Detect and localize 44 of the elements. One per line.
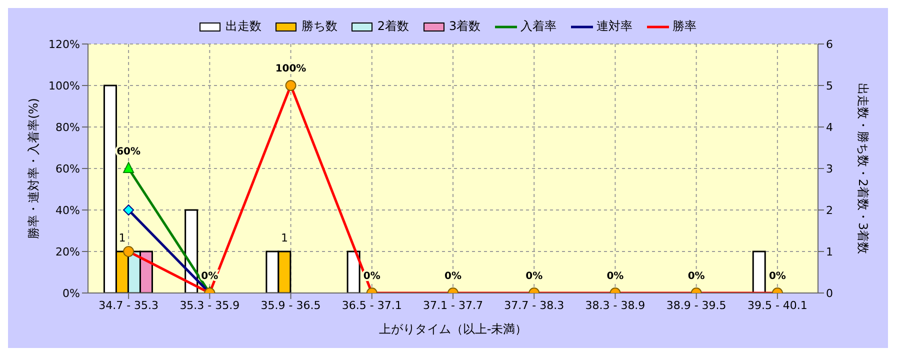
y-tick-label: 80% [56, 120, 80, 134]
y-tick-label: 60% [56, 162, 80, 176]
x-tick-label: 38.9 - 39.5 [666, 298, 726, 312]
legend-label: 3着数 [449, 18, 481, 35]
y2-tick-label: 6 [826, 38, 833, 51]
bar [752, 250, 766, 293]
y-tick-label: 100% [48, 79, 80, 92]
data-label: 100% [275, 64, 306, 74]
x-tick-label: 37.7 - 38.3 [504, 298, 564, 312]
y2-tick-label: 3 [826, 162, 833, 176]
legend-label: 勝ち数 [301, 18, 338, 35]
y2-tick-label: 1 [826, 245, 833, 258]
x-axis-title: 上がりタイム（以上-未満） [378, 322, 528, 336]
legend-label: 2着数 [377, 18, 409, 35]
data-label: 60% [116, 146, 141, 158]
data-label: 0% [526, 271, 543, 282]
y2-tick-label: 5 [826, 79, 833, 92]
legend-label: 出走数 [225, 18, 262, 35]
legend-label: 入着率 [520, 18, 557, 35]
bar [346, 250, 360, 293]
x-tick-label: 35.3 - 35.9 [180, 298, 240, 312]
data-label: 1 [118, 232, 126, 244]
y-tick-label: 40% [56, 204, 80, 217]
data-label: 0% [444, 271, 462, 282]
y-tick-label: 20% [56, 245, 80, 258]
legend-label: 勝率 [672, 18, 697, 35]
legend-label: 連対率 [596, 18, 633, 35]
x-tick-label: 38.3 - 38.9 [585, 298, 646, 312]
y-tick-label: 0% [62, 286, 80, 300]
y2-axis-title: 出走数・勝ち数・2着数・3着数 [856, 82, 870, 254]
data-label: 0% [688, 271, 705, 282]
y2-tick-label: 4 [826, 120, 833, 134]
y2-tick-label: 0 [826, 286, 833, 300]
x-tick-label: 34.7 - 35.3 [98, 298, 159, 312]
x-tick-label: 39.5 - 40.1 [747, 298, 808, 312]
data-label: 0% [768, 271, 786, 282]
y-axis-title: 勝率・連対率・入着率(%) [26, 98, 40, 239]
x-tick-label: 36.5 - 37.1 [342, 298, 402, 312]
data-label: 1 [280, 232, 288, 244]
y-tick-label: 120% [48, 38, 80, 51]
y2-tick-label: 2 [826, 204, 833, 217]
x-tick-label: 37.1 - 37.7 [423, 298, 483, 312]
x-tick-label: 35.9 - 36.5 [260, 298, 321, 312]
data-label: 0% [606, 271, 624, 282]
